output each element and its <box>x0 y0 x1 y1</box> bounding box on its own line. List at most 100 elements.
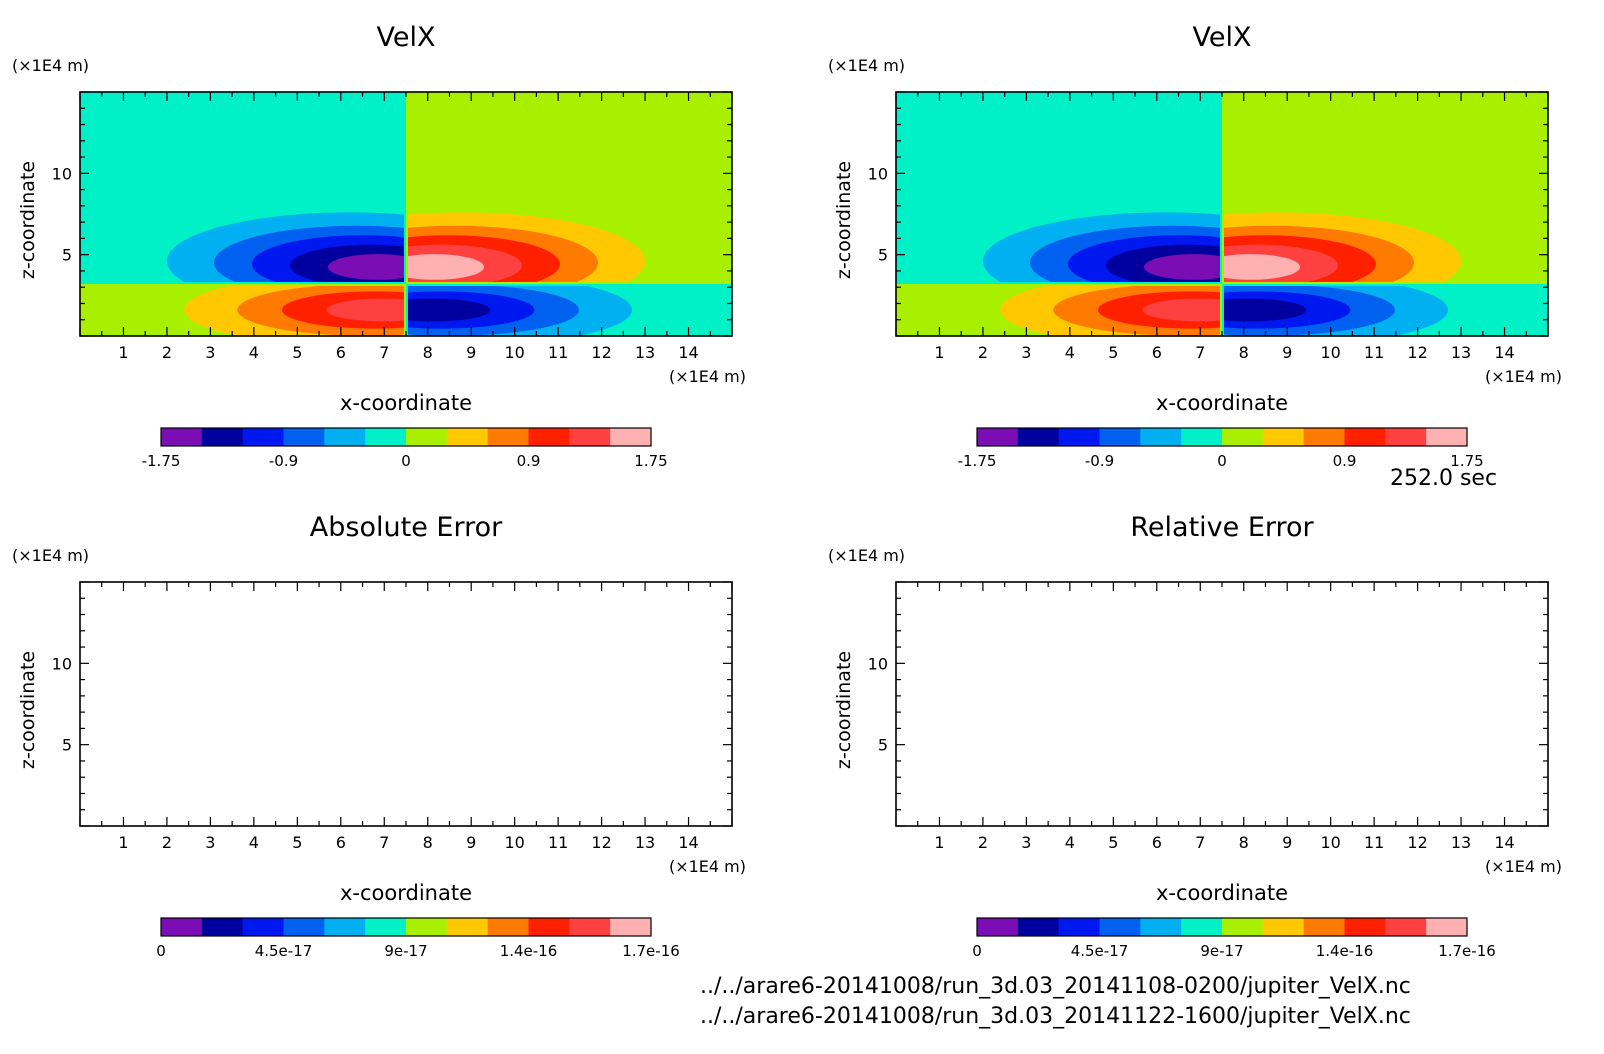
contour-group <box>1000 285 1220 336</box>
plot-background <box>80 582 732 826</box>
x-axis-unit: (×1E4 m) <box>1485 367 1562 386</box>
x-tick-label: 9 <box>466 343 476 362</box>
contour-group <box>184 285 404 336</box>
x-tick-label: 11 <box>548 833 568 852</box>
colorbar-swatch <box>569 918 611 936</box>
colorbar-swatch <box>1262 918 1305 936</box>
plot-area <box>896 582 1548 826</box>
x-tick-label: 10 <box>1320 833 1340 852</box>
colorbar-swatch <box>406 428 448 446</box>
x-tick-label: 7 <box>379 343 389 362</box>
contour-level <box>1224 254 1301 280</box>
y-tick-label: 10 <box>52 164 72 183</box>
colorbar-tick-label: -0.9 <box>269 452 298 470</box>
contour-group <box>408 285 632 336</box>
y-axis-label: z-coordinate <box>17 161 39 279</box>
colorbar-swatch <box>528 428 570 446</box>
chart-panel-3: Absolute Error(×1E4 m)1 2 3 4 5 6 7 8 9 10 11 12 13 1… <box>12 512 746 960</box>
x-tick-label: 5 <box>292 343 302 362</box>
x-tick-label: 2 <box>162 833 172 852</box>
colorbar-tick-label: 4.5e-17 <box>1071 942 1129 960</box>
x-tick-label: 6 <box>336 833 346 852</box>
colorbar-swatch <box>610 918 652 936</box>
plot-area <box>896 92 1548 336</box>
colorbar-tick-label: 0 <box>156 942 166 960</box>
x-tick-label: 5 <box>1108 343 1118 362</box>
contour-level <box>1224 298 1307 322</box>
colorbar-swatch <box>161 918 203 936</box>
colorbar-frame <box>160 427 652 447</box>
x-tick-label: 3 <box>1021 833 1031 852</box>
x-tick-label: 12 <box>1407 343 1427 362</box>
x-tick-label: 7 <box>1195 833 1205 852</box>
colorbar-tick-label: 0 <box>401 452 411 470</box>
colorbar-tick-label: 4.5e-17 <box>255 942 313 960</box>
colorbar-swatch <box>1385 918 1427 936</box>
colorbar-swatch <box>1058 918 1100 936</box>
plot-background <box>896 582 1548 826</box>
plot-area <box>80 582 732 826</box>
colorbar-swatch <box>242 428 284 446</box>
colorbar-swatch <box>977 428 1019 446</box>
x-tick-label: 8 <box>423 343 433 362</box>
x-tick-label: 12 <box>591 833 611 852</box>
contour-group <box>1224 212 1462 282</box>
contour-group <box>982 212 1220 282</box>
colorbar-swatch <box>1058 428 1100 446</box>
contour-group <box>166 212 404 282</box>
plot-area <box>80 92 732 336</box>
x-tick-label: 3 <box>205 343 215 362</box>
colorbar-tick-label: -0.9 <box>1085 452 1114 470</box>
contour-level <box>327 254 404 280</box>
x-tick-label: 14 <box>1494 343 1514 362</box>
colorbar-swatch <box>201 428 244 446</box>
colorbar-swatch <box>365 918 407 936</box>
y-tick-label: 5 <box>62 736 72 755</box>
colorbar-tick-label: 0.9 <box>1333 452 1357 470</box>
x-tick-label: 7 <box>1195 343 1205 362</box>
y-axis-unit: (×1E4 m) <box>12 546 89 565</box>
x-tick-label: 6 <box>1152 343 1162 362</box>
x-tick-label: 13 <box>1451 833 1471 852</box>
x-tick-label: 3 <box>205 833 215 852</box>
x-tick-label: 2 <box>162 343 172 362</box>
x-tick-label: 4 <box>1065 833 1075 852</box>
colorbar-swatch <box>487 918 529 936</box>
colorbar-swatch <box>1426 918 1468 936</box>
colorbar-tick-label: -1.75 <box>142 452 181 470</box>
contour-group <box>1224 285 1448 336</box>
colorbar-tick-label: -1.75 <box>958 452 997 470</box>
x-tick-label: 11 <box>1364 343 1384 362</box>
x-tick-label: 4 <box>1065 343 1075 362</box>
colorbar-swatch <box>487 428 529 446</box>
chart-title: VelX <box>1193 22 1252 53</box>
contour-level <box>1142 298 1220 322</box>
colorbar-swatch <box>365 428 407 446</box>
y-tick-label: 5 <box>62 246 72 265</box>
x-tick-label: 14 <box>1494 833 1514 852</box>
chart-panel-4: Relative Error(×1E4 m)1 2 3 4 5 6 7 8 9 10 11 12 13 1… <box>828 512 1562 960</box>
colorbar-frame <box>976 917 1468 937</box>
x-tick-label: 7 <box>379 833 389 852</box>
contour-level <box>408 298 491 322</box>
colorbar-tick-label: 1.7e-16 <box>1438 942 1496 960</box>
x-tick-label: 1 <box>118 343 128 362</box>
file-path-1: ../../arare6-20141008/run_3d.03_20141108… <box>700 974 1411 999</box>
colorbar-swatch <box>324 428 366 446</box>
colorbar-tick-label: 1.4e-16 <box>500 942 558 960</box>
x-tick-label: 2 <box>978 833 988 852</box>
x-tick-label: 4 <box>249 343 259 362</box>
y-axis-unit: (×1E4 m) <box>828 546 905 565</box>
chart-title: Absolute Error <box>310 512 503 543</box>
colorbar-swatch <box>446 918 489 936</box>
x-axis-label: x-coordinate <box>340 881 472 905</box>
x-tick-label: 9 <box>1282 833 1292 852</box>
colorbar-swatch <box>1344 918 1386 936</box>
chart-panel-1: VelX(×1E4 m)1 2 3 4 5 6 7 8 9 10 11 12 13 14510(×1E4 … <box>12 22 746 470</box>
colorbar-swatch <box>1344 428 1386 446</box>
x-tick-label: 13 <box>635 343 655 362</box>
x-tick-label: 12 <box>591 343 611 362</box>
x-tick-label: 13 <box>635 833 655 852</box>
colorbar-swatch <box>161 428 203 446</box>
